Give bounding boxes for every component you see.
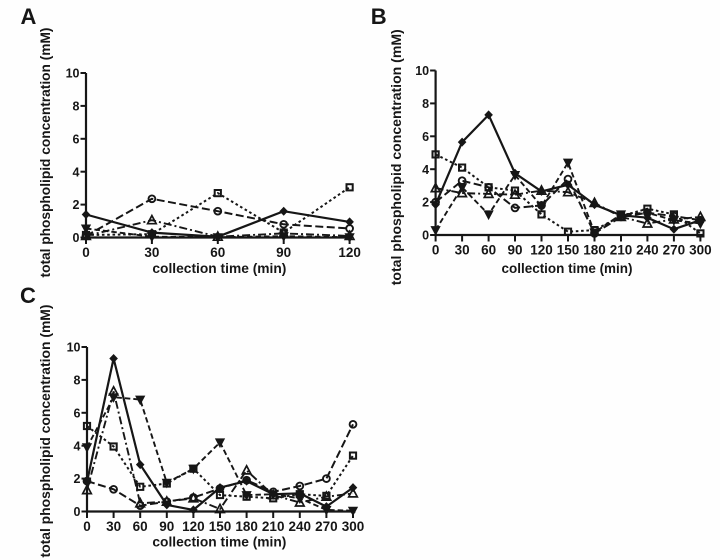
svg-text:30: 30 [455, 243, 470, 258]
svg-text:180: 180 [235, 519, 258, 534]
svg-text:60: 60 [481, 243, 496, 258]
svg-text:90: 90 [159, 519, 174, 534]
svg-text:total phospholipid concentrati: total phospholipid concentration (mM) [388, 29, 404, 285]
svg-text:270: 270 [315, 519, 338, 534]
svg-text:6: 6 [422, 130, 429, 144]
svg-text:120: 120 [338, 245, 361, 260]
svg-text:270: 270 [663, 243, 686, 258]
svg-text:collection time (min): collection time (min) [502, 260, 633, 276]
svg-text:30: 30 [144, 245, 159, 260]
svg-text:C: C [20, 283, 36, 308]
svg-text:8: 8 [422, 97, 429, 111]
svg-text:150: 150 [209, 519, 232, 534]
svg-text:120: 120 [182, 519, 205, 534]
svg-text:180: 180 [583, 243, 606, 258]
svg-text:10: 10 [415, 64, 429, 78]
svg-text:60: 60 [210, 245, 225, 260]
svg-text:8: 8 [73, 100, 80, 114]
svg-text:2: 2 [73, 198, 80, 212]
svg-text:8: 8 [74, 374, 81, 388]
svg-text:0: 0 [74, 505, 81, 519]
svg-text:0: 0 [432, 243, 440, 258]
svg-text:240: 240 [289, 519, 312, 534]
svg-text:240: 240 [636, 243, 659, 258]
svg-text:0: 0 [73, 231, 80, 245]
svg-text:2: 2 [74, 472, 81, 486]
svg-text:210: 210 [610, 243, 633, 258]
svg-text:A: A [21, 4, 37, 29]
svg-text:6: 6 [73, 132, 80, 146]
svg-text:collection time (min): collection time (min) [152, 260, 286, 276]
svg-text:120: 120 [530, 243, 553, 258]
svg-text:90: 90 [276, 245, 291, 260]
svg-text:90: 90 [507, 243, 522, 258]
svg-text:10: 10 [67, 341, 81, 355]
svg-text:10: 10 [66, 67, 80, 81]
svg-text:total phospholipid concentrati: total phospholipid concentration (mM) [37, 28, 53, 278]
svg-text:B: B [371, 4, 387, 29]
svg-text:0: 0 [83, 519, 91, 534]
svg-text:collection time (min): collection time (min) [152, 534, 286, 550]
svg-text:0: 0 [82, 245, 90, 260]
svg-text:30: 30 [106, 519, 121, 534]
svg-text:2: 2 [422, 196, 429, 210]
svg-text:60: 60 [133, 519, 148, 534]
svg-text:150: 150 [557, 243, 580, 258]
svg-text:210: 210 [262, 519, 285, 534]
svg-text:4: 4 [74, 439, 81, 453]
svg-text:4: 4 [422, 163, 429, 177]
svg-text:300: 300 [342, 519, 365, 534]
svg-text:0: 0 [422, 229, 429, 243]
svg-text:4: 4 [73, 165, 80, 179]
svg-text:6: 6 [74, 406, 81, 420]
svg-text:total phospholipid concentrati: total phospholipid concentration (mM) [37, 305, 53, 558]
svg-text:300: 300 [689, 243, 712, 258]
